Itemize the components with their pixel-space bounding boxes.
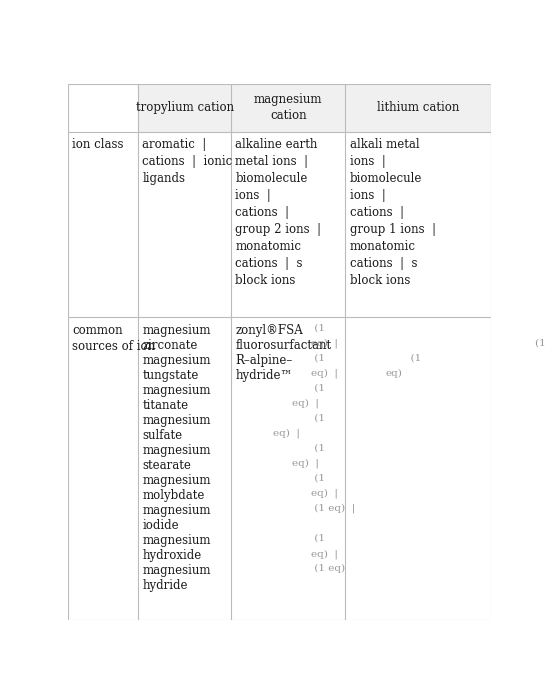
Text: ion class: ion class [73,139,124,151]
Text: hydride™: hydride™ [235,369,293,382]
Text: titanate: titanate [143,399,188,412]
Text: eq)  |: eq) | [292,459,319,468]
Bar [346,84,491,132]
Text: eq)  |: eq) | [292,399,319,408]
Text: sulfate: sulfate [143,429,182,442]
Bar [231,132,346,317]
Text: (1: (1 [311,323,325,332]
Text: lithium cation: lithium cation [377,101,460,114]
Text: stearate: stearate [143,459,191,472]
Text: (1: (1 [311,474,325,483]
Bar [138,132,231,317]
Text: (1 eq): (1 eq) [311,564,345,573]
Text: R–alpine–: R–alpine– [235,353,293,367]
Text: (1: (1 [311,444,325,453]
Text: tungstate: tungstate [143,369,199,382]
Text: magnesium: magnesium [143,383,211,397]
Text: eq)  |: eq) | [311,369,337,378]
Text: magnesium: magnesium [143,504,211,517]
Text: magnesium: magnesium [143,414,211,427]
Text: eq)  |: eq) | [311,549,337,558]
Text: zirconate: zirconate [143,339,198,351]
Text: alkali metal
ions  |
biomolecule
ions  |
cations  |
group 1 ions  |
monatomic
ca: alkali metal ions | biomolecule ions | c… [349,139,436,287]
Text: eq)  |: eq) | [311,489,337,498]
Text: zonyl®FSA: zonyl®FSA [235,323,303,337]
Bar [138,84,231,132]
Text: eq): eq) [385,369,402,378]
Text: alkaline earth
metal ions  |
biomolecule
ions  |
cations  |
group 2 ions  |
mona: alkaline earth metal ions | biomolecule … [235,139,322,287]
Bar [138,317,231,620]
Bar [346,317,491,620]
Text: magnesium: magnesium [143,444,211,457]
Text: tropylium cation: tropylium cation [135,101,234,114]
Text: (1: (1 [311,353,325,362]
Text: eq)  |: eq) | [273,429,300,438]
Text: (1: (1 [311,383,325,392]
Text: magnesium: magnesium [143,534,211,547]
Bar [68,317,138,620]
Text: hydroxide: hydroxide [143,549,201,562]
Bar [68,84,138,132]
Bar [231,317,346,620]
Bar [346,132,491,317]
Text: eq)  |: eq) | [311,339,337,348]
Text: magnesium: magnesium [143,564,211,577]
Text: common
sources of ion: common sources of ion [73,323,156,353]
Text: magnesium: magnesium [143,353,211,367]
Text: (1: (1 [311,534,325,543]
Text: (1 eq)  |: (1 eq) | [535,339,546,348]
Text: (1 eq)  |: (1 eq) | [311,504,355,514]
Text: (1: (1 [403,353,421,362]
Text: hydride: hydride [143,579,188,592]
Text: magnesium
cation: magnesium cation [254,93,323,122]
Text: (1: (1 [311,414,325,422]
Text: magnesium: magnesium [143,474,211,487]
Text: aromatic  |
cations  |  ionic
ligands: aromatic | cations | ionic ligands [143,139,233,185]
Text: fluorosurfactant: fluorosurfactant [235,339,331,351]
Text: iodide: iodide [143,519,179,532]
Text: molybdate: molybdate [143,489,205,502]
Bar [68,132,138,317]
Bar [231,84,346,132]
Text: magnesium: magnesium [143,323,211,337]
